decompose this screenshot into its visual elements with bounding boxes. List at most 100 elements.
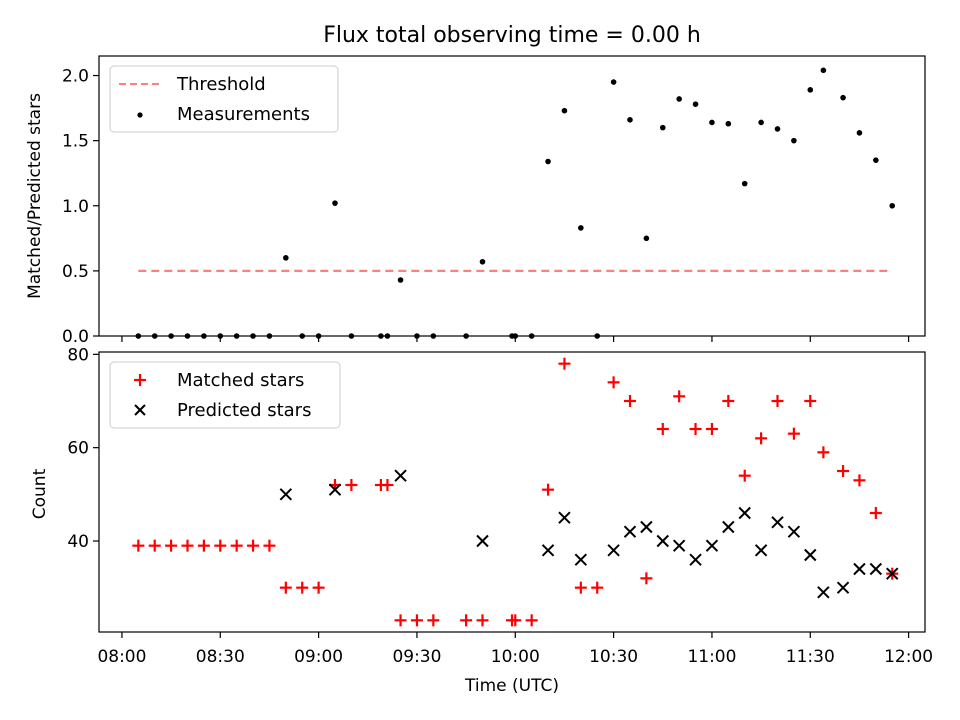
measurement-point [627, 117, 633, 123]
measurement-point [266, 333, 273, 339]
measurement-point [151, 333, 158, 339]
measurement-point [709, 119, 715, 126]
predicted-star-b [722, 520, 735, 534]
predicted-star-b [689, 553, 702, 566]
measurement-point [479, 258, 486, 265]
measurement-point [184, 333, 191, 339]
bottom-x-tick-label: 09:00 [294, 647, 343, 667]
measurement-point [217, 333, 224, 339]
measurement-point [233, 333, 240, 339]
measurement-point [168, 333, 174, 339]
measurement-point [692, 101, 699, 107]
measurement-point [820, 67, 827, 74]
bottom-x-tick-label: 08:30 [196, 647, 245, 667]
predicted-star-point [771, 516, 784, 529]
top-y-axis: 0.0 0.5 1.0 1.5 2.0 [62, 67, 99, 347]
predicted-star-point [705, 539, 719, 552]
predicted-star-b [541, 544, 555, 557]
matched-star-point [214, 539, 227, 552]
bottom-legend-box [109, 361, 341, 429]
bottom-legend: Matched stars Predicted stars [109, 361, 341, 429]
predicted-star-b [754, 544, 768, 557]
predicted-star-point [787, 525, 801, 538]
measurement-point [384, 333, 391, 339]
predicted-star-b [771, 516, 784, 529]
matched-star-point [525, 614, 538, 627]
predicted-star-point [541, 544, 555, 557]
predicted-star-point [640, 520, 653, 534]
bottom-y-tick-label: 80 [67, 345, 89, 365]
bottom-x-tick-label: 10:30 [589, 647, 638, 667]
top-y-tick-label: 0.5 [62, 262, 89, 282]
predicted-stars-series [279, 469, 899, 599]
measurement-point [283, 255, 289, 261]
bottom-y-axis-label: Count [30, 468, 50, 519]
predicted-star-point [869, 562, 883, 576]
measurement-point [758, 119, 764, 126]
matched-star-point [738, 469, 751, 482]
matched-star-point [607, 376, 620, 389]
matched-star-point [817, 446, 830, 459]
predicted-star-b [607, 544, 620, 557]
measurement-point [840, 94, 846, 101]
bottom-y-axis: 40 60 80 [67, 345, 99, 552]
measurement-point [741, 180, 748, 187]
matched-star-point [263, 539, 276, 552]
matched-star-point [689, 423, 702, 435]
measurement-point [561, 107, 568, 114]
predicted-star-point [754, 544, 768, 557]
matched-star-point [197, 539, 210, 552]
measurement-point [201, 333, 207, 339]
matched-star-point [460, 614, 473, 627]
matched-star-point [148, 539, 161, 552]
top-y-tick-label: 2.0 [62, 67, 89, 87]
measurement-point [250, 333, 256, 339]
matched-star-point [804, 395, 817, 407]
predicted-star-b [886, 567, 899, 580]
measurement-point [594, 333, 601, 339]
measurement-point [791, 137, 797, 144]
legend-matched-swatch [134, 374, 146, 386]
legend-predicted-swatch [134, 404, 146, 416]
predicted-star-b [817, 586, 830, 599]
predicted-star-b [853, 562, 866, 576]
bottom-plot-frame [98, 351, 926, 633]
predicted-star-b [640, 520, 653, 534]
matched-star-point [558, 357, 571, 370]
predicted-star-b [738, 506, 751, 520]
bottom-y-tick-label: 40 [67, 532, 89, 552]
measurement-point [528, 333, 535, 339]
matched-star-point [381, 479, 394, 491]
matched-star-point [296, 581, 309, 594]
measurement-point [643, 235, 650, 242]
predicted-star-point [804, 548, 817, 562]
predicted-star-b [476, 534, 489, 548]
measurement-point [430, 333, 437, 339]
predicted-star-point [886, 567, 899, 580]
matched-star-point [869, 507, 882, 519]
measurement-point [725, 120, 732, 127]
measurement-point [378, 333, 384, 339]
measurement-point [578, 225, 584, 231]
bottom-panel: 40 60 80 08:00 08:30 09:00 09:30 10:00 10:30 11:… [30, 345, 933, 696]
matched-star-point [705, 423, 718, 435]
matched-stars-series [132, 357, 899, 627]
bottom-x-tick-label: 11:30 [786, 647, 835, 667]
legend-threshold-label: Threshold [176, 74, 266, 95]
legend-measurements-label: Measurements [177, 104, 310, 125]
predicted-star-point [672, 539, 686, 552]
predicted-star-point [656, 534, 669, 548]
predicted-star-b [705, 539, 719, 552]
matched-star-point [509, 614, 522, 627]
matched-star-point [312, 581, 325, 594]
top-legend: Threshold Measurements [109, 65, 339, 133]
measurement-point [856, 130, 863, 136]
bottom-x-axis-label: Time (UTC) [464, 676, 559, 696]
predicted-star-point [722, 520, 735, 534]
predicted-star-b [558, 511, 571, 524]
predicted-star-b [279, 488, 293, 501]
measurement-point [397, 277, 404, 283]
legend-predicted-label: Predicted stars [177, 400, 311, 421]
predicted-star-b [672, 539, 686, 552]
predicted-star-point [623, 525, 637, 538]
